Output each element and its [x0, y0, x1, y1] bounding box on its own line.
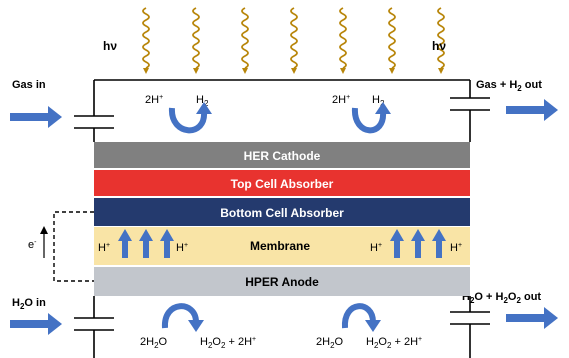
water-out-label: H2O + H2O2 out: [462, 291, 541, 305]
electron-label: e-: [28, 239, 37, 251]
photon-arrowhead: [340, 68, 346, 74]
proton-arrow-shaft: [394, 240, 400, 258]
gas-out-arrow: [506, 99, 558, 121]
photon-wave: [192, 7, 200, 69]
svg-text:Bottom Cell Absorber: Bottom Cell Absorber: [220, 206, 344, 220]
gas-in-label: Gas in: [12, 79, 46, 91]
proton-arrow-head: [160, 229, 174, 241]
layer-bottom-cell-absorber: Bottom Cell Absorber: [94, 198, 470, 226]
layer-top-cell-absorber: Top Cell Absorber: [94, 170, 470, 196]
hv-label-right: hν: [432, 39, 446, 53]
svg-text:Membrane: Membrane: [250, 239, 310, 253]
photon-wave: [388, 7, 396, 69]
proton-arrow-shaft: [164, 240, 170, 258]
proton-arrows-left: [118, 229, 174, 258]
photon-wave: [437, 7, 445, 69]
proton-label-left-2: H+: [176, 242, 188, 254]
svg-text:Top Cell Absorber: Top Cell Absorber: [231, 177, 334, 191]
proton-arrow-head: [118, 229, 132, 241]
gas-out-label: Gas + H2 out: [476, 79, 542, 93]
proton-label-right-2: H+: [450, 242, 462, 254]
proton-arrow-shaft: [122, 240, 128, 258]
gas-in-arrow: [10, 106, 62, 128]
cathode-reaction-right: 2H+ H2: [332, 94, 391, 134]
anode-reaction-right: 2H2O H2O2 + 2H+: [316, 303, 422, 350]
svg-text:2H+: 2H+: [145, 94, 163, 106]
svg-text:H2O2 + 2H+: H2O2 + 2H+: [200, 336, 256, 350]
electron-circuit: [40, 211, 94, 282]
proton-arrow-shaft: [143, 240, 149, 258]
photon-arrowhead: [438, 68, 444, 74]
hv-label-left: hν: [103, 39, 117, 53]
cathode-reaction-left: 2H+ H2: [145, 94, 212, 134]
proton-arrow-head: [411, 229, 425, 241]
anode-reaction-left: 2H2O H2O2 + 2H+: [140, 303, 256, 350]
water-in-label: H2O in: [12, 297, 46, 311]
photon-waves: [142, 7, 445, 74]
svg-text:2H2O: 2H2O: [316, 336, 344, 350]
svg-text:HPER Anode: HPER Anode: [245, 275, 319, 289]
layer-membrane: Membrane: [94, 227, 470, 265]
water-out-arrow: [506, 307, 558, 329]
proton-arrow-head: [390, 229, 404, 241]
photon-wave: [142, 7, 150, 69]
proton-label-left-1: H+: [98, 242, 110, 254]
proton-label-right-1: H+: [370, 242, 382, 254]
photon-wave: [241, 7, 249, 69]
svg-text:HER Cathode: HER Cathode: [244, 149, 321, 163]
photon-arrowhead: [143, 68, 149, 74]
proton-arrow-head: [432, 229, 446, 241]
proton-arrow-shaft: [436, 240, 442, 258]
proton-arrows-right: [390, 229, 446, 258]
svg-text:2H+: 2H+: [332, 94, 350, 106]
svg-text:H2O2 + 2H+: H2O2 + 2H+: [366, 336, 422, 350]
photon-wave: [339, 7, 347, 69]
cell-frame: [74, 79, 490, 358]
proton-arrow-head: [139, 229, 153, 241]
svg-text:H2: H2: [196, 94, 209, 108]
photon-arrowhead: [193, 68, 199, 74]
photon-arrowhead: [291, 68, 297, 74]
layer-hper-anode: HPER Anode: [94, 267, 470, 296]
water-in-arrow: [10, 313, 62, 335]
svg-text:2H2O: 2H2O: [140, 336, 168, 350]
layer-her-cathode: HER Cathode: [94, 142, 470, 168]
photon-arrowhead: [242, 68, 248, 74]
photon-arrowhead: [389, 68, 395, 74]
photon-wave: [290, 7, 298, 69]
proton-arrow-shaft: [415, 240, 421, 258]
